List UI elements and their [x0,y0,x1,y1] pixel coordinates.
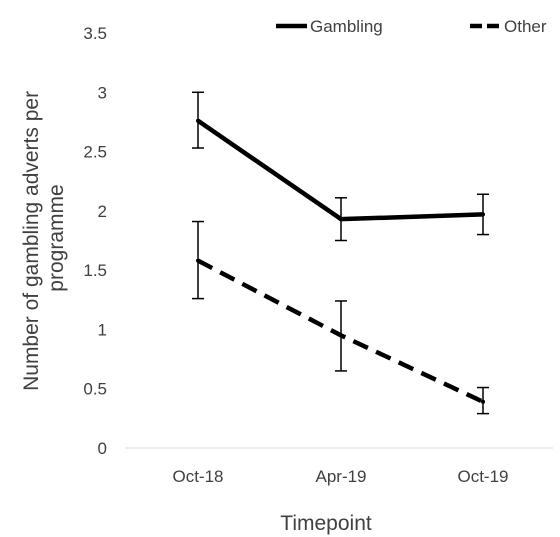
y-tick-label: 2 [98,202,107,221]
y-tick-label: 0 [98,439,107,458]
data-point [196,118,200,123]
data-point [339,217,343,222]
series-layer [192,91,489,415]
data-point [339,333,343,338]
y-tick-labels: 0 0.5 1 1.5 2 2.5 3 3.5 [83,24,107,458]
y-tick-label: 2.5 [83,143,107,162]
data-point [196,258,200,263]
legend-item-other: Other [470,17,547,36]
y-tick-label: 0.5 [83,380,107,399]
x-tick-labels: Oct-18 Apr-19 Oct-19 [172,467,508,486]
data-point [481,212,485,217]
y-tick-label: 3.5 [83,24,107,43]
x-tick-label: Apr-19 [315,467,366,486]
data-point [481,399,485,404]
x-axis-title: Timepoint [280,512,372,535]
y-tick-label: 3 [98,83,107,102]
y-axis-title-group: Number of gambling adverts per programme [20,85,68,391]
series-gambling [192,91,489,242]
x-tick-label: Oct-19 [457,467,508,486]
x-tick-label: Oct-18 [172,467,223,486]
y-axis-title: Number of gambling adverts per programme [20,85,68,391]
legend-label: Other [504,17,547,36]
y-tick-label: 1.5 [83,261,107,280]
series-other [192,220,489,415]
legend: Gambling Other [276,17,547,36]
y-tick-label: 1 [98,320,107,339]
legend-label: Gambling [310,17,383,36]
legend-item-gambling: Gambling [276,17,383,36]
